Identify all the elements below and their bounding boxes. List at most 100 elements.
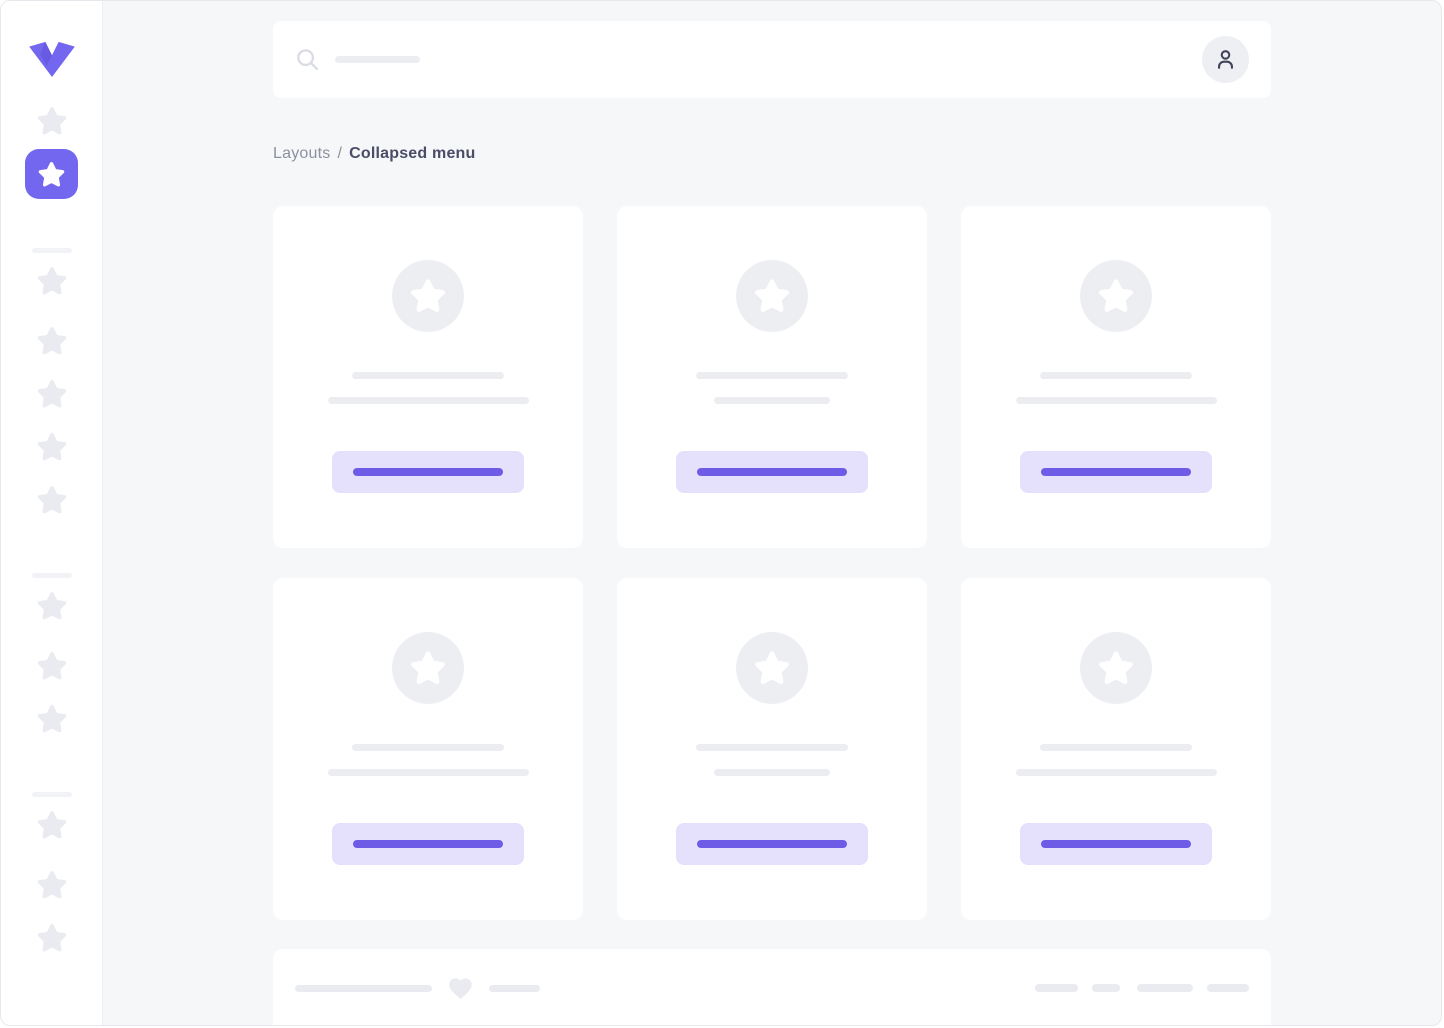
sidebar-menu-item[interactable] xyxy=(25,422,78,472)
card-subtitle-placeholder xyxy=(327,397,529,404)
content-column: Layouts / Collapsed menu xyxy=(273,21,1271,1025)
sidebar-menu-item[interactable] xyxy=(25,694,78,744)
card-avatar-circle xyxy=(392,632,464,704)
content-card xyxy=(617,206,927,548)
card-avatar-circle xyxy=(1080,632,1152,704)
card-subtitle-placeholder xyxy=(1015,769,1217,776)
button-label-placeholder xyxy=(697,840,847,848)
card-subtitle-placeholder xyxy=(714,397,830,404)
brand-logo[interactable] xyxy=(27,40,77,78)
sidebar-menu-item[interactable] xyxy=(25,369,78,419)
card-action-button[interactable] xyxy=(332,451,524,493)
content-card xyxy=(273,206,583,548)
sidebar-menu-item[interactable] xyxy=(25,96,78,146)
sidebar-group xyxy=(25,525,78,744)
sidebar-menu-item[interactable] xyxy=(25,860,78,910)
sidebar-menu-item[interactable] xyxy=(25,581,78,631)
star-icon xyxy=(410,279,446,313)
sidebar-menu-item[interactable] xyxy=(25,475,78,525)
star-icon xyxy=(37,811,66,839)
brand-v-logo-icon xyxy=(28,41,75,78)
content-card xyxy=(617,578,927,920)
sidebar-groups xyxy=(25,199,78,963)
sidebar-menu-item-active[interactable] xyxy=(25,149,78,199)
button-label-placeholder xyxy=(1041,468,1191,476)
sidebar-divider xyxy=(31,792,72,797)
star-icon xyxy=(37,705,66,733)
card-title-placeholder xyxy=(696,744,848,751)
breadcrumb: Layouts / Collapsed menu xyxy=(273,145,1271,163)
sidebar-menu-item[interactable] xyxy=(25,913,78,963)
star-icon xyxy=(37,433,66,461)
footer-bar xyxy=(273,949,1271,1025)
main-area: Layouts / Collapsed menu xyxy=(103,1,1441,1025)
footer-link-placeholder[interactable] xyxy=(1092,984,1120,992)
sidebar-divider xyxy=(31,248,72,253)
card-avatar-circle xyxy=(392,260,464,332)
star-icon xyxy=(1098,651,1134,685)
star-icon xyxy=(37,486,66,514)
card-avatar-circle xyxy=(1080,260,1152,332)
star-icon xyxy=(38,161,65,187)
breadcrumb-layouts-link[interactable]: Layouts xyxy=(273,145,331,162)
breadcrumb-current-page: Collapsed menu xyxy=(349,145,476,162)
collapsed-sidebar xyxy=(1,1,103,1025)
card-action-button[interactable] xyxy=(332,823,524,865)
sidebar-group xyxy=(25,744,78,963)
card-title-placeholder xyxy=(352,372,504,379)
footer-text-placeholder xyxy=(489,984,540,992)
content-card xyxy=(961,206,1271,548)
star-icon xyxy=(37,652,66,680)
footer-links xyxy=(1035,984,1249,992)
star-icon xyxy=(410,651,446,685)
content-card xyxy=(273,578,583,920)
star-icon xyxy=(37,267,66,295)
user-icon xyxy=(1218,50,1233,69)
card-action-button[interactable] xyxy=(676,823,868,865)
sidebar-menu-item[interactable] xyxy=(25,800,78,850)
sidebar-menu-item[interactable] xyxy=(25,316,78,366)
search-icon xyxy=(297,49,319,71)
button-label-placeholder xyxy=(353,468,503,476)
star-icon xyxy=(754,651,790,685)
search-placeholder-bar xyxy=(335,56,420,63)
sidebar-menu-item[interactable] xyxy=(25,256,78,306)
sidebar-group xyxy=(25,199,78,525)
card-title-placeholder xyxy=(696,372,848,379)
card-action-button[interactable] xyxy=(1020,451,1212,493)
star-icon xyxy=(37,380,66,408)
card-title-placeholder xyxy=(1040,372,1192,379)
card-avatar-circle xyxy=(736,632,808,704)
star-icon xyxy=(37,592,66,620)
user-avatar-button[interactable] xyxy=(1202,36,1249,83)
star-icon xyxy=(37,327,66,355)
sidebar-divider xyxy=(31,573,72,578)
card-action-button[interactable] xyxy=(1020,823,1212,865)
card-title-placeholder xyxy=(1040,744,1192,751)
card-subtitle-placeholder xyxy=(1015,397,1217,404)
star-icon xyxy=(37,924,66,952)
content-card xyxy=(961,578,1271,920)
card-subtitle-placeholder xyxy=(714,769,830,776)
button-label-placeholder xyxy=(1041,840,1191,848)
footer-text-placeholder xyxy=(295,984,432,992)
footer-link-placeholder[interactable] xyxy=(1137,984,1193,992)
button-label-placeholder xyxy=(353,840,503,848)
heart-icon xyxy=(449,977,472,999)
card-avatar-circle xyxy=(736,260,808,332)
footer-link-placeholder[interactable] xyxy=(1035,984,1078,992)
search-input[interactable] xyxy=(295,21,1202,98)
star-icon xyxy=(1098,279,1134,313)
card-title-placeholder xyxy=(352,744,504,751)
card-subtitle-placeholder xyxy=(327,769,529,776)
footer-link-placeholder[interactable] xyxy=(1207,984,1249,992)
button-label-placeholder xyxy=(697,468,847,476)
topbar xyxy=(273,21,1271,98)
cards-grid xyxy=(273,206,1271,920)
card-action-button[interactable] xyxy=(676,451,868,493)
sidebar-menu-item[interactable] xyxy=(25,641,78,691)
star-icon xyxy=(37,871,66,899)
star-icon xyxy=(37,107,66,135)
breadcrumb-separator: / xyxy=(337,145,343,162)
